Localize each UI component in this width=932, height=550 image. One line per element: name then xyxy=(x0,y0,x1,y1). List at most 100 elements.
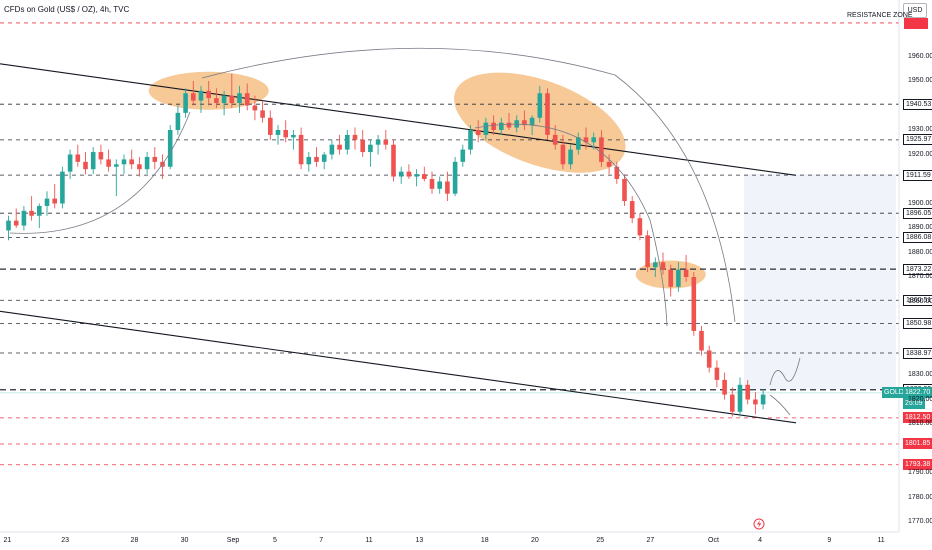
candle[interactable] xyxy=(452,156,458,197)
candle[interactable] xyxy=(368,139,373,167)
candle[interactable] xyxy=(129,149,134,170)
flash-icon[interactable] xyxy=(753,518,765,530)
candle[interactable] xyxy=(260,100,265,123)
candle[interactable] xyxy=(537,85,543,123)
candle[interactable] xyxy=(637,213,643,241)
candle[interactable] xyxy=(614,161,620,184)
candle[interactable] xyxy=(237,85,242,113)
candle[interactable] xyxy=(576,132,581,155)
candle[interactable] xyxy=(475,120,481,143)
candle[interactable] xyxy=(175,105,181,135)
candle[interactable] xyxy=(337,134,342,155)
candle[interactable] xyxy=(21,205,27,231)
candle[interactable] xyxy=(183,88,188,118)
currency-button[interactable]: USD xyxy=(903,3,927,18)
candle[interactable] xyxy=(90,147,96,175)
candle[interactable] xyxy=(360,130,365,157)
arrow-curve-arc[interactable] xyxy=(201,47,736,323)
candle[interactable] xyxy=(106,149,111,172)
candle[interactable] xyxy=(730,387,735,417)
arrow-curve-up[interactable] xyxy=(769,357,801,386)
candle[interactable] xyxy=(706,345,712,373)
candle[interactable] xyxy=(152,147,158,170)
candle[interactable] xyxy=(375,134,381,155)
candle[interactable] xyxy=(599,130,604,167)
candle[interactable] xyxy=(137,156,142,177)
candle[interactable] xyxy=(545,88,550,140)
candle[interactable] xyxy=(460,144,466,167)
candle[interactable] xyxy=(414,169,419,187)
candle[interactable] xyxy=(275,125,281,145)
candle[interactable] xyxy=(144,152,150,175)
candle[interactable] xyxy=(676,262,681,292)
candle[interactable] xyxy=(329,139,335,160)
arrow-curve-drop[interactable] xyxy=(474,123,668,327)
candle[interactable] xyxy=(298,127,304,170)
candle[interactable] xyxy=(714,360,720,388)
candle[interactable] xyxy=(653,257,658,277)
candle[interactable] xyxy=(13,208,19,228)
candle[interactable] xyxy=(583,127,589,150)
candle[interactable] xyxy=(429,171,435,194)
candle[interactable] xyxy=(314,147,319,167)
candle[interactable] xyxy=(52,183,57,209)
candle[interactable] xyxy=(645,230,650,273)
candle[interactable] xyxy=(606,154,612,175)
candle[interactable] xyxy=(114,159,119,197)
lower-trend-line[interactable] xyxy=(0,310,797,424)
candle[interactable] xyxy=(506,112,512,130)
candle[interactable] xyxy=(229,73,235,108)
candle[interactable] xyxy=(445,171,450,202)
candle[interactable] xyxy=(398,166,404,184)
candle[interactable] xyxy=(121,154,127,175)
candle[interactable] xyxy=(560,134,566,170)
candle[interactable] xyxy=(683,254,689,282)
candle[interactable] xyxy=(206,81,211,106)
candle[interactable] xyxy=(268,110,273,140)
candle[interactable] xyxy=(221,90,227,116)
candle[interactable] xyxy=(522,110,527,130)
candle[interactable] xyxy=(737,377,743,417)
candle[interactable] xyxy=(191,81,196,106)
candle[interactable] xyxy=(98,144,104,165)
candle[interactable] xyxy=(83,152,88,175)
candle[interactable] xyxy=(291,130,296,150)
candle[interactable] xyxy=(499,117,504,135)
candle[interactable] xyxy=(306,152,312,172)
candle[interactable] xyxy=(44,191,50,216)
candle[interactable] xyxy=(699,326,704,356)
candle[interactable] xyxy=(60,166,65,209)
candle[interactable] xyxy=(622,174,627,206)
upper-trend-line[interactable] xyxy=(0,63,797,176)
candle[interactable] xyxy=(214,88,219,108)
candle[interactable] xyxy=(383,130,389,150)
candle[interactable] xyxy=(483,117,489,140)
candle[interactable] xyxy=(660,252,666,275)
candle[interactable] xyxy=(437,176,442,194)
candle[interactable] xyxy=(75,144,81,167)
candle[interactable] xyxy=(29,196,34,221)
candle[interactable] xyxy=(406,164,412,179)
candle[interactable] xyxy=(468,125,473,155)
candle[interactable] xyxy=(568,144,573,170)
candle[interactable] xyxy=(691,272,697,336)
candle[interactable] xyxy=(345,130,350,155)
candle[interactable] xyxy=(6,215,11,241)
candle[interactable] xyxy=(67,149,73,179)
arrow-curve-rally[interactable] xyxy=(9,111,191,234)
candle[interactable] xyxy=(321,152,327,170)
candle[interactable] xyxy=(753,392,758,415)
candle[interactable] xyxy=(760,389,766,410)
candle[interactable] xyxy=(198,85,204,113)
candle[interactable] xyxy=(244,83,250,111)
candle[interactable] xyxy=(37,203,42,229)
candle[interactable] xyxy=(252,95,258,121)
candle[interactable] xyxy=(629,196,635,224)
candle[interactable] xyxy=(745,379,750,405)
candle[interactable] xyxy=(391,139,396,182)
candle[interactable] xyxy=(722,372,727,400)
candle[interactable] xyxy=(422,166,427,182)
candle[interactable] xyxy=(283,120,288,143)
arrow-curve-down[interactable] xyxy=(769,394,791,416)
